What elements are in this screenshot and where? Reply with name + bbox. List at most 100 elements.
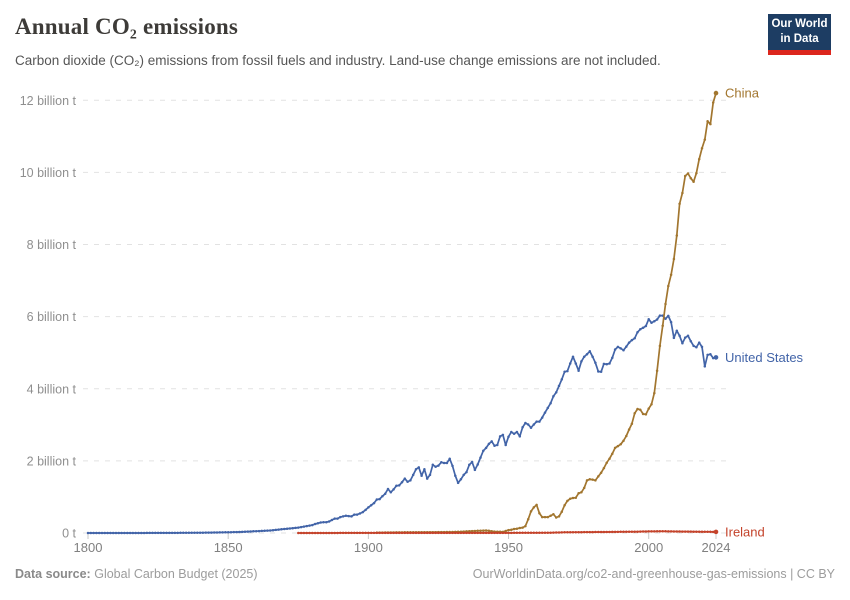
data-point (336, 517, 339, 520)
data-point (327, 520, 331, 523)
data-point (277, 528, 280, 531)
data-point (566, 531, 569, 534)
data-point (372, 531, 376, 535)
data-point (434, 531, 437, 535)
data-point (512, 531, 516, 535)
data-point (602, 530, 606, 534)
owid-logo-line2: in Data (780, 33, 819, 45)
data-point (650, 530, 653, 533)
data-point (97, 531, 101, 535)
data-point (302, 531, 306, 535)
data-point (661, 530, 664, 533)
data-point (597, 475, 600, 478)
series-label-china[interactable]: China (725, 86, 760, 101)
data-point (577, 530, 580, 534)
data-point (686, 172, 690, 175)
data-point (428, 473, 432, 477)
data-source: Data source: Global Carbon Budget (2025) (15, 567, 258, 581)
data-point (647, 317, 650, 321)
data-point (288, 527, 292, 530)
y-axis-label-8: 8 billion t (27, 238, 77, 252)
data-point (361, 510, 365, 514)
data-point (633, 530, 636, 533)
data-point (347, 514, 350, 518)
data-point (678, 202, 681, 206)
data-point (173, 531, 177, 535)
data-point (641, 530, 645, 533)
data-point (697, 530, 701, 533)
data-point (650, 403, 653, 406)
data-point (154, 531, 157, 535)
data-point (445, 461, 449, 465)
data-point (162, 531, 165, 535)
data-point (574, 496, 578, 499)
data-point (187, 531, 191, 535)
x-axis-label-1950: 1950 (494, 540, 523, 555)
data-point (117, 531, 121, 535)
data-point (437, 464, 440, 467)
data-point (367, 506, 370, 509)
data-point (498, 531, 502, 535)
data-point (647, 407, 650, 410)
data-point (543, 515, 547, 519)
data-point (613, 348, 617, 351)
data-point (546, 515, 550, 519)
data-point (611, 356, 614, 360)
data-point (602, 362, 606, 366)
data-point (482, 449, 485, 453)
data-point (625, 345, 628, 348)
data-point (316, 522, 320, 525)
data-point (633, 412, 636, 415)
data-point (89, 531, 93, 535)
series-label-united-states[interactable]: United States (725, 350, 804, 365)
data-point (672, 336, 676, 340)
data-point (515, 531, 519, 535)
owid-url-link[interactable]: OurWorldinData.org/co2-and-greenhouse-ga… (472, 567, 835, 581)
data-point (538, 511, 541, 515)
data-point (308, 524, 311, 527)
data-point (268, 529, 272, 532)
data-point (431, 463, 435, 467)
data-point (126, 531, 129, 535)
data-point (409, 531, 412, 535)
data-point (308, 531, 311, 535)
data-point (285, 527, 289, 530)
data-point (608, 362, 611, 365)
chart-footer: Data source: Global Carbon Budget (2025)… (15, 567, 835, 581)
data-point (201, 531, 205, 534)
data-point (538, 531, 541, 535)
data-point (518, 526, 522, 530)
data-point (381, 531, 384, 535)
data-point (305, 524, 308, 528)
data-point (210, 531, 213, 534)
data-point (302, 525, 306, 528)
data-point (504, 443, 507, 447)
data-point (333, 531, 336, 535)
data-point (425, 477, 429, 480)
data-point (305, 531, 308, 535)
data-point (411, 473, 415, 477)
data-point (700, 147, 704, 150)
data-point (240, 530, 244, 534)
data-point (212, 531, 216, 534)
data-point (487, 531, 491, 535)
data-point (179, 531, 182, 535)
data-point (406, 480, 409, 484)
data-point (532, 423, 536, 426)
data-point (120, 531, 123, 535)
data-point (552, 512, 555, 516)
series-label-ireland[interactable]: Ireland (725, 524, 765, 539)
owid-logo[interactable]: Our World in Data (768, 14, 831, 55)
data-point (142, 531, 146, 535)
series-line-china[interactable] (375, 92, 717, 534)
data-point (184, 531, 188, 535)
data-point (383, 531, 387, 535)
data-point (630, 530, 634, 534)
data-point (482, 529, 485, 532)
data-point (627, 530, 631, 534)
data-point (221, 531, 224, 534)
data-point (697, 157, 701, 161)
data-point (462, 531, 465, 535)
data-point (692, 180, 695, 184)
